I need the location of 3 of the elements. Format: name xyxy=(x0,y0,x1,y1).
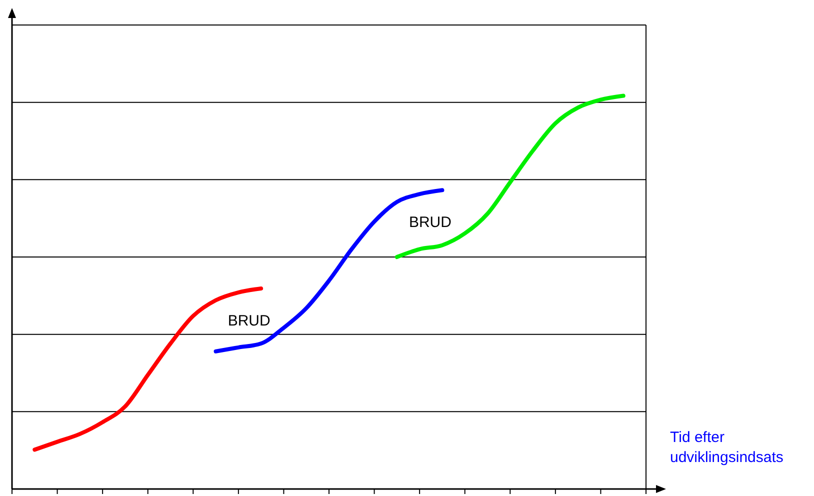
x-axis-title: Tid efter udviklingsindsats xyxy=(670,428,784,468)
annotation: BRUD xyxy=(228,312,270,330)
annotation: BRUD xyxy=(408,214,452,232)
